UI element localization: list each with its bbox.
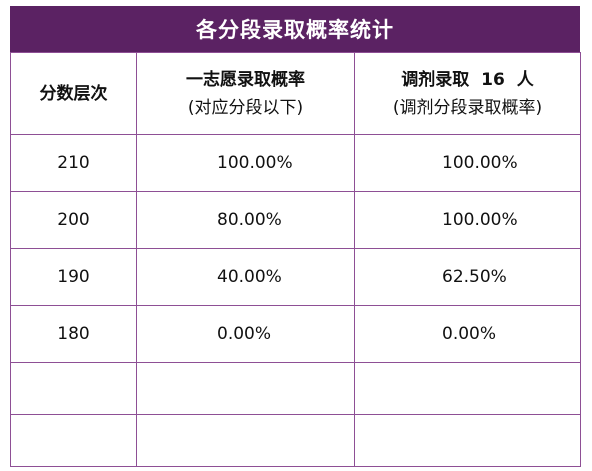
first-choice-cell: 100.00% (136, 134, 355, 192)
header-adjust: 调剂录取 16 人 (调剂分段录取概率) (354, 52, 581, 135)
admission-probability-table: 分数层次 一志愿录取概率 (对应分段以下) 调剂录取 16 人 (调剂分段录取概… (10, 52, 581, 467)
table-row: 190 40.00% 62.50% (10, 248, 581, 306)
header-score-level: 分数层次 (10, 52, 137, 135)
header-first-choice: 一志愿录取概率 (对应分段以下) (136, 52, 355, 135)
first-choice-cell: 40.00% (136, 248, 355, 306)
header-adjust-pre: 调剂录取 (401, 69, 470, 90)
empty-cell (10, 414, 137, 467)
empty-cell (10, 362, 137, 415)
adjust-cell: 100.00% (354, 191, 581, 249)
adjust-value: 100.00% (442, 210, 518, 230)
adjust-value: 100.00% (442, 153, 518, 173)
first-choice-value: 80.00% (217, 210, 282, 230)
score-cell: 180 (10, 305, 137, 363)
header-row: 分数层次 一志愿录取概率 (对应分段以下) 调剂录取 16 人 (调剂分段录取概… (10, 52, 581, 135)
first-choice-value: 0.00% (217, 324, 272, 344)
adjust-value: 62.50% (442, 267, 507, 287)
empty-row (10, 414, 581, 467)
table-row: 210 100.00% 100.00% (10, 134, 581, 192)
adjust-cell: 0.00% (354, 305, 581, 363)
table-row: 180 0.00% 0.00% (10, 305, 581, 363)
header-adjust-count: 16 (481, 69, 505, 90)
first-choice-value: 40.00% (217, 267, 282, 287)
first-choice-cell: 80.00% (136, 191, 355, 249)
stats-table-container: 各分段录取概率统计 分数层次 一志愿录取概率 (对应分段以下) 调剂录取 16 … (10, 6, 581, 467)
table-title: 各分段录取概率统计 (10, 6, 580, 52)
score-cell: 190 (10, 248, 137, 306)
adjust-value: 0.00% (442, 324, 497, 344)
score-cell: 200 (10, 191, 137, 249)
score-cell: 210 (10, 134, 137, 192)
empty-cell (354, 362, 581, 415)
adjust-cell: 100.00% (354, 134, 581, 192)
empty-cell (136, 362, 355, 415)
empty-cell (354, 414, 581, 467)
adjust-cell: 62.50% (354, 248, 581, 306)
first-choice-cell: 0.00% (136, 305, 355, 363)
first-choice-value: 100.00% (217, 153, 293, 173)
table-row: 200 80.00% 100.00% (10, 191, 581, 249)
header-score-level-label: 分数层次 (39, 83, 108, 104)
empty-cell (136, 414, 355, 467)
empty-row (10, 362, 581, 415)
header-adjust-line2: (调剂分段录取概率) (392, 97, 543, 118)
header-first-choice-line1: 一志愿录取概率 (186, 69, 305, 90)
header-adjust-post: 人 (516, 69, 534, 90)
header-first-choice-line2: (对应分段以下) (187, 97, 304, 118)
